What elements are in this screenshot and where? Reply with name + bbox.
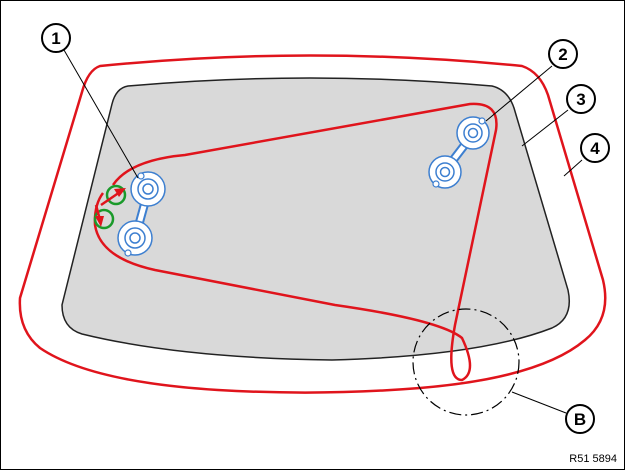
callout-1-label: 1 <box>51 29 60 48</box>
callout-1: 1 <box>41 23 71 53</box>
callout-4: 4 <box>580 133 610 163</box>
callout-2-label: 2 <box>558 45 567 64</box>
leader-line-b <box>511 391 567 414</box>
suction-holder-left <box>117 171 166 257</box>
callout-3: 3 <box>566 84 596 114</box>
callout-b: B <box>565 404 595 434</box>
leader-line-4 <box>563 159 583 177</box>
suction-holder-right <box>428 116 490 189</box>
pull-arrow-upper <box>100 184 127 207</box>
figure-code: R51 5894 <box>569 453 617 465</box>
leader-line-1 <box>63 49 139 179</box>
pull-arrow-lower <box>93 204 115 230</box>
cutting-wire-route <box>93 102 498 382</box>
callout-4-label: 4 <box>590 139 600 158</box>
windshield-glass <box>61 77 570 361</box>
leader-line-3 <box>521 109 569 147</box>
callout-3-label: 3 <box>576 90 585 109</box>
outer-red-contour <box>18 54 607 394</box>
detail-circle-b <box>412 308 520 416</box>
callout-2: 2 <box>548 39 578 69</box>
callout-b-label: B <box>574 410 586 429</box>
leader-line-2 <box>485 65 553 122</box>
